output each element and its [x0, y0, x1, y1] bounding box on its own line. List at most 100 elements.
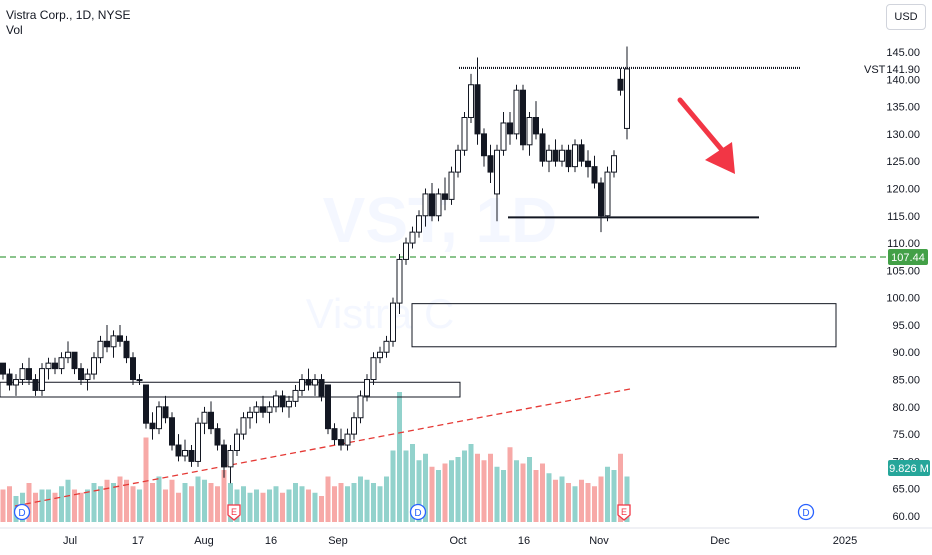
volume-bar — [332, 486, 337, 522]
volume-indicator-label: Vol — [6, 23, 23, 37]
earnings-marker[interactable]: E — [617, 504, 631, 521]
candle-down — [221, 444, 227, 468]
currency-button[interactable]: USD — [886, 4, 926, 30]
candle-up — [461, 117, 468, 151]
volume-bar — [351, 483, 357, 522]
price-tick-label: 125.00 — [886, 156, 920, 168]
price-tick-label: 85.00 — [892, 375, 920, 387]
volume-bar — [156, 476, 162, 522]
time-tick-label: Aug — [194, 535, 214, 547]
candle-up — [396, 258, 403, 304]
candle-up — [110, 335, 117, 348]
volume-bar — [527, 457, 532, 522]
volume-bar — [0, 489, 6, 522]
dividend-marker-circle — [797, 503, 815, 521]
volume-bar — [78, 492, 84, 522]
candle-down — [260, 406, 266, 413]
symbol-tag: VST — [864, 64, 886, 76]
volume-bar — [33, 492, 38, 522]
candle-down — [429, 193, 435, 217]
volume-bar — [520, 463, 526, 522]
earnings-marker-letter: E — [621, 507, 627, 517]
candle-up — [195, 422, 201, 462]
volume-bar — [7, 486, 12, 522]
candle-down — [162, 406, 169, 419]
dividend-marker-circle — [13, 503, 31, 521]
volume-bar — [241, 486, 246, 522]
candle-up — [455, 149, 461, 173]
dividend-marker-letter: D — [414, 508, 421, 519]
candle-up — [377, 351, 383, 359]
price-tick-label: 115.00 — [887, 211, 920, 223]
candle-up — [364, 379, 370, 397]
volume-bar — [325, 476, 331, 522]
price-tick-label: 145.00 — [886, 47, 920, 59]
candle-up — [13, 379, 19, 386]
candle-down — [0, 362, 6, 375]
volume-bar — [585, 483, 591, 522]
volume-bar — [546, 473, 552, 522]
symbol-title: Vistra Corp., 1D, NYSE — [6, 8, 131, 22]
volume-bar — [540, 463, 545, 522]
candle-up — [604, 171, 611, 217]
volume-bar — [299, 486, 305, 522]
price-tick-label: 110.00 — [887, 238, 920, 250]
volume-bar — [85, 489, 90, 522]
support-zone-box — [0, 381, 461, 398]
volume-bar — [566, 483, 571, 522]
volume-bar — [59, 486, 64, 522]
volume-bar — [364, 479, 370, 522]
dividend-marker[interactable]: D — [797, 503, 815, 521]
dividend-marker-letter: D — [18, 508, 25, 519]
candle-down — [305, 379, 312, 386]
candle-up — [286, 400, 292, 408]
candle-down — [78, 368, 84, 381]
dividend-marker[interactable]: D — [13, 503, 31, 521]
volume-bar — [384, 476, 389, 522]
dividend-marker[interactable]: D — [409, 503, 427, 521]
volume-bar — [442, 463, 448, 522]
volume-bar — [624, 476, 630, 522]
volume-bar — [494, 466, 500, 522]
volume-bar — [267, 489, 272, 522]
candle-up — [409, 231, 416, 244]
price-tick-label: 95.00 — [892, 320, 920, 332]
candle-up — [448, 171, 455, 200]
time-tick-label: Sep — [328, 535, 348, 547]
candle-up — [435, 193, 442, 217]
candle-down — [481, 133, 487, 157]
volume-bar — [319, 496, 324, 522]
candle-down — [598, 182, 604, 217]
volume-bar — [280, 492, 285, 522]
candle-down — [474, 84, 481, 135]
price-tick-label: 60.00 — [892, 511, 920, 523]
candle-down — [52, 362, 58, 370]
volume-bar — [143, 437, 149, 522]
candle-up — [383, 340, 390, 353]
earnings-marker-letter: E — [231, 507, 237, 517]
candle-up — [253, 406, 260, 413]
candle-down — [117, 335, 123, 342]
candle-up — [58, 357, 65, 370]
candle-down — [520, 89, 526, 146]
price-tick-label: 105.00 — [886, 265, 920, 277]
candle-up — [299, 379, 305, 391]
candle-up — [494, 149, 500, 195]
volume-value-label: 9.826 M — [889, 463, 929, 475]
candle-up — [403, 242, 409, 260]
earnings-marker[interactable]: E — [227, 504, 241, 521]
time-tick-label: 16 — [518, 535, 530, 547]
candle-down — [130, 357, 136, 381]
candle-up — [240, 417, 247, 435]
candle-down — [565, 149, 572, 168]
volume-bar — [371, 483, 376, 522]
volume-bar — [436, 470, 441, 522]
volume-bar — [449, 460, 454, 522]
volume-bar — [26, 483, 32, 522]
candle-up — [513, 89, 520, 135]
volume-bar — [403, 450, 409, 522]
candle-up — [312, 379, 318, 386]
volume-bar — [481, 460, 487, 522]
